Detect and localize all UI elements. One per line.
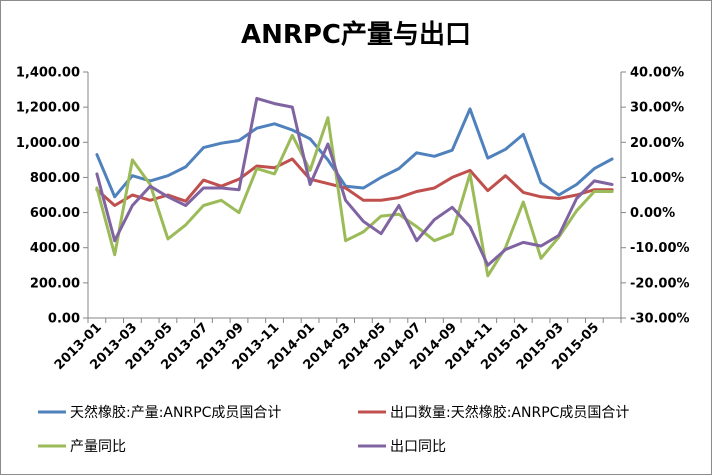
legend-label-2: 出口数量:天然橡胶:ANRPC成员国合计 xyxy=(390,404,629,421)
y-right-tick-label: -10.00% xyxy=(630,241,690,256)
y-right-tick-label: -30.00% xyxy=(630,312,690,327)
y-left-tick-label: 1,400.00 xyxy=(16,66,80,81)
y-left-tick-label: 1,000.00 xyxy=(16,136,80,151)
legend-label-4: 出口同比 xyxy=(390,439,446,455)
y-left-tick-label: 1,200.00 xyxy=(16,101,80,116)
legend-label-3: 产量同比 xyxy=(70,439,126,455)
series-line-4 xyxy=(95,96,614,267)
series-line-1 xyxy=(95,107,614,199)
y-left-tick-label: 600.00 xyxy=(30,206,80,221)
y-left-tick-label: 400.00 xyxy=(30,241,80,256)
legend-label-1: 天然橡胶:产量:ANRPC成员国合计 xyxy=(70,404,281,421)
y-left-tick-label: 800.00 xyxy=(30,171,80,186)
y-left-tick-label: 0.00 xyxy=(48,312,80,327)
y-right-tick-label: 0.00% xyxy=(630,206,675,221)
chart-title: ANRPC产量与出口 xyxy=(240,20,472,50)
y-right-tick-label: 30.00% xyxy=(630,101,684,116)
series-line-2 xyxy=(95,157,614,207)
y-right-tick-label: 20.00% xyxy=(630,136,684,151)
y-right-tick-label: -20.00% xyxy=(630,276,690,291)
y-right-tick-label: 10.00% xyxy=(630,171,684,186)
y-left-tick-label: 200.00 xyxy=(30,276,80,291)
series-line-3 xyxy=(95,116,614,278)
y-right-tick-label: 40.00% xyxy=(630,66,684,81)
